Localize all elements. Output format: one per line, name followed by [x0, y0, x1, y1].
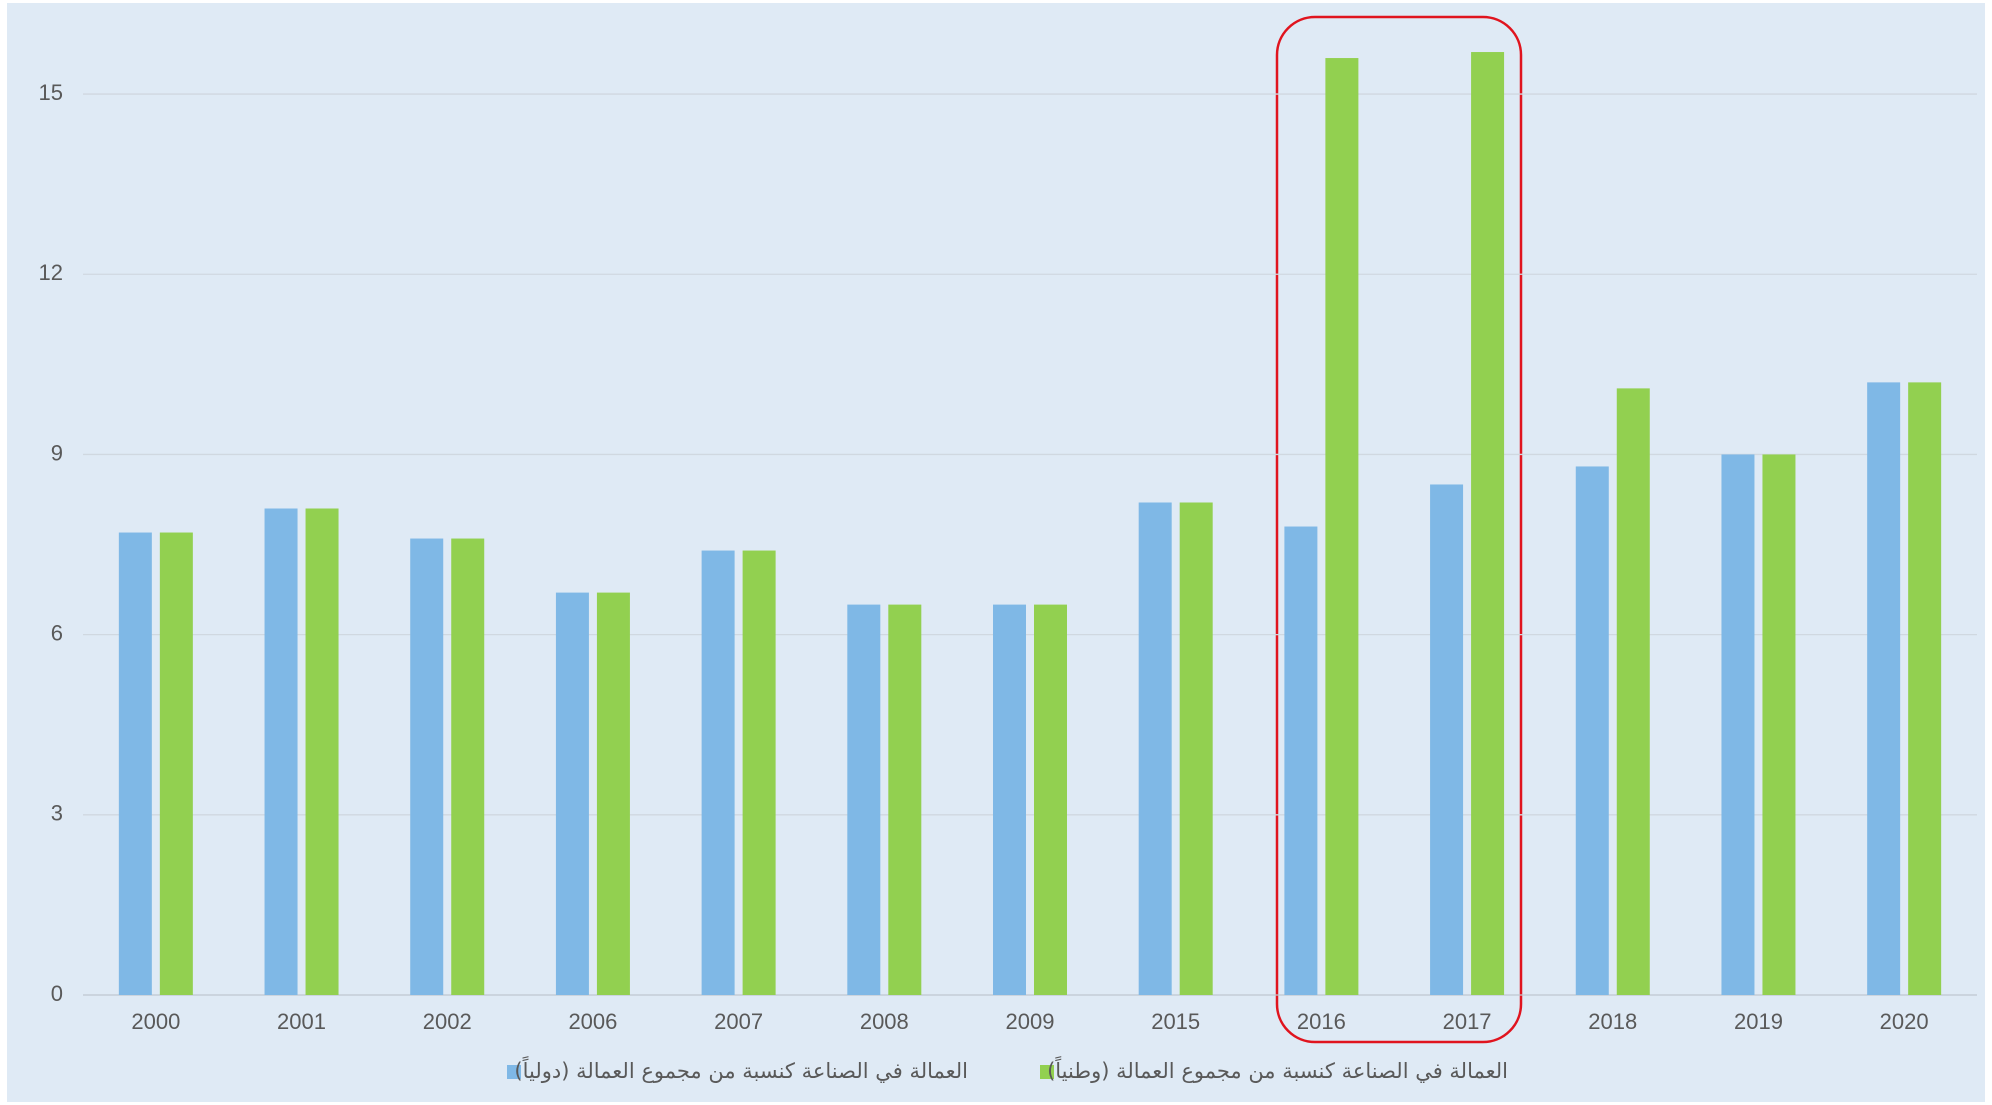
bar	[451, 538, 485, 995]
y-tick-label: 3	[51, 801, 63, 826]
x-tick-label: 2000	[131, 1009, 180, 1034]
x-tick-label: 2016	[1297, 1009, 1346, 1034]
bar	[118, 532, 152, 995]
bar	[1034, 604, 1067, 995]
bar	[888, 604, 922, 995]
bar	[159, 532, 193, 995]
bar	[1430, 484, 1464, 995]
y-tick-label: 6	[51, 620, 63, 645]
bar	[993, 604, 1026, 995]
bar	[555, 592, 589, 995]
x-tick-label: 2017	[1443, 1009, 1492, 1034]
x-tick-label: 2008	[860, 1009, 909, 1034]
legend-marker	[1040, 1065, 1054, 1079]
x-tick-label: 2006	[568, 1009, 617, 1034]
bar	[847, 604, 881, 995]
bar	[1616, 388, 1650, 995]
x-tick-label: 2007	[714, 1009, 763, 1034]
bar	[410, 538, 444, 995]
bar	[701, 550, 735, 995]
x-tick-label: 2002	[423, 1009, 472, 1034]
bar	[1721, 454, 1755, 995]
y-tick-label: 15	[39, 80, 63, 105]
bar	[305, 508, 339, 995]
bar	[1867, 382, 1901, 995]
bar	[264, 508, 298, 995]
bar	[742, 550, 776, 995]
x-tick-label: 2018	[1588, 1009, 1637, 1034]
legend-label: العمالة في الصناعة كنسبة من مجموع العمال…	[514, 1055, 968, 1083]
legend-marker	[507, 1065, 521, 1079]
bar	[1179, 502, 1213, 995]
legend-label: العمالة في الصناعة كنسبة من مجموع العمال…	[1047, 1055, 1508, 1083]
x-tick-label: 2009	[1006, 1009, 1055, 1034]
y-tick-label: 12	[39, 260, 63, 285]
y-tick-label: 0	[51, 981, 63, 1006]
y-tick-label: 9	[51, 440, 63, 465]
bar	[1284, 526, 1318, 995]
highlight-box	[1275, 15, 1523, 1044]
bar	[1762, 454, 1796, 995]
bar	[1325, 58, 1359, 995]
x-tick-label: 2019	[1734, 1009, 1783, 1034]
bar	[1575, 466, 1609, 996]
x-tick-label: 2020	[1880, 1009, 1929, 1034]
bar	[596, 592, 630, 995]
x-tick-label: 2015	[1151, 1009, 1200, 1034]
bar	[1908, 382, 1942, 995]
bar	[1471, 52, 1505, 996]
x-tick-label: 2001	[277, 1009, 326, 1034]
bar	[1138, 502, 1172, 995]
